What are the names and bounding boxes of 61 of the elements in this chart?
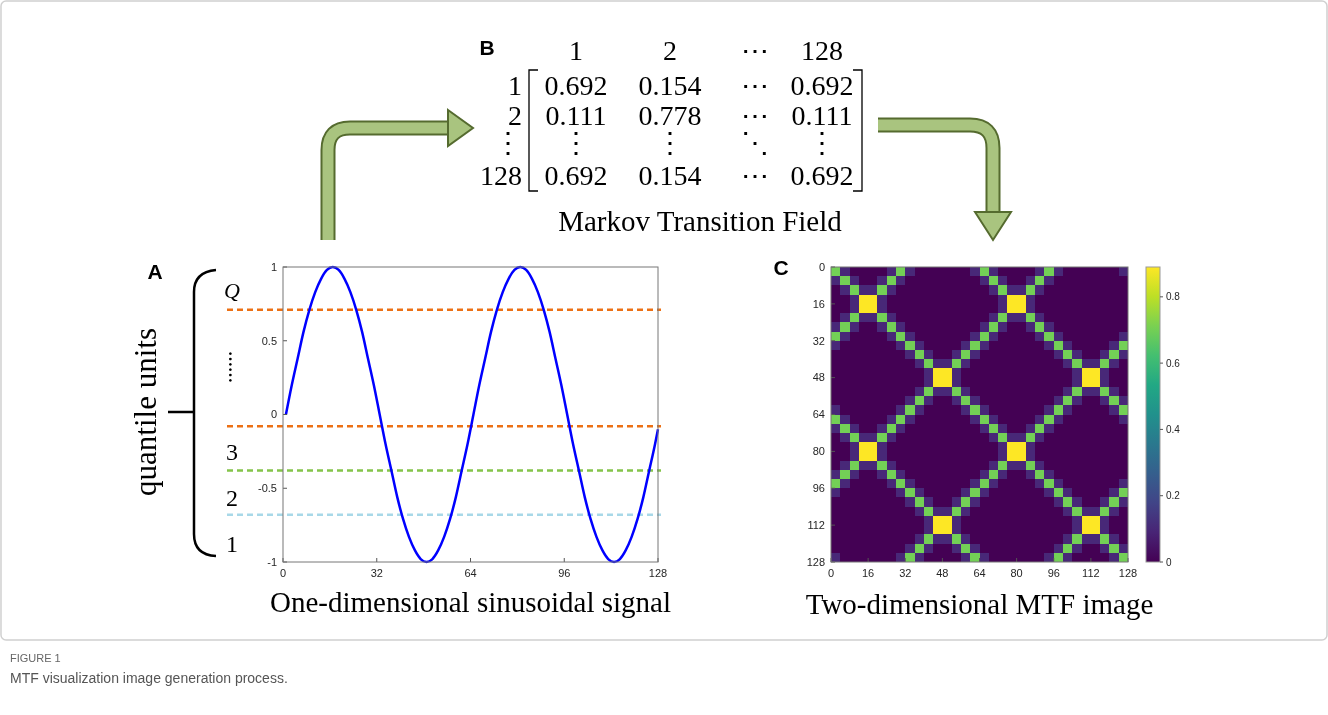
x-axis-title: Two-dimensional MTF image [805, 587, 1154, 620]
category-label: ⋯ [741, 35, 769, 66]
text: 0.692 [790, 70, 854, 101]
text: ⋯ [741, 70, 769, 101]
text: 0.692 [544, 70, 608, 101]
text: 1 [226, 531, 238, 557]
y-tick-label: 48 [812, 371, 825, 384]
text: 0.692 [790, 160, 854, 191]
color-bar-label: 0.6 [1166, 357, 1181, 369]
x-tick-label: 128 [648, 567, 668, 579]
x-tick-label: 64 [464, 567, 477, 579]
y-tick-label: 64 [812, 408, 825, 421]
x-tick-label: 80 [1010, 567, 1023, 579]
text: 0.692 [544, 160, 608, 191]
text: 2 [226, 485, 238, 511]
x-tick-label: 128 [1118, 567, 1138, 579]
x-tick-label: 48 [936, 567, 949, 579]
y-tick-label: 16 [812, 297, 825, 310]
y-tick-label: 0 [270, 408, 277, 421]
text: 0.154 [638, 160, 702, 191]
text: B [479, 36, 495, 59]
text: Q [224, 278, 241, 303]
y-tick-label: 80 [812, 445, 825, 458]
x-tick-label: 96 [1047, 567, 1060, 579]
y-tick-label: 96 [812, 482, 825, 495]
text: 0.154 [638, 70, 702, 101]
category-label: 1 [569, 35, 583, 66]
x-tick-label: 16 [862, 567, 875, 579]
y-tick-label: 0.5 [261, 334, 277, 347]
x-tick-label: 64 [973, 567, 986, 579]
text: 1 [508, 70, 522, 101]
text: A [147, 260, 163, 283]
category-label: 2 [663, 35, 677, 66]
y-tick-label: -0.5 [258, 482, 277, 495]
text: quantile units [128, 328, 164, 496]
y-tick-label: -1 [267, 555, 277, 568]
x-tick-label: 32 [899, 567, 912, 579]
text: ⋯ [741, 160, 769, 191]
text: MTF visualization image generation process. [10, 670, 288, 686]
x-tick-label: 0 [827, 567, 835, 579]
y-tick-label: 1 [270, 260, 277, 273]
color-bar-label: 0 [1166, 556, 1172, 568]
text: …… [226, 351, 244, 383]
color-bar-label: 0.4 [1166, 423, 1181, 435]
text: 3 [226, 439, 238, 465]
category-label: 128 [480, 160, 522, 191]
color-bar-label: 0.2 [1166, 490, 1181, 502]
y-tick-label: 0 [818, 260, 825, 273]
line-series [284, 265, 660, 564]
y-tick-label: 32 [812, 334, 825, 347]
x-tick-label: 112 [1082, 567, 1100, 579]
color-bar-label: 0.8 [1166, 291, 1181, 303]
caption: FIGURE 1 [10, 652, 61, 664]
text: C [773, 256, 789, 279]
y-tick-label: 128 [806, 555, 825, 568]
x-tick-label: 96 [558, 567, 571, 579]
text: Markov Transition Field [558, 205, 843, 237]
y-tick-label: 112 [807, 518, 825, 531]
x-axis-title: One-dimensional sinusoidal signal [269, 585, 672, 618]
x-tick-label: 32 [370, 567, 383, 579]
x-tick-label: 0 [279, 567, 287, 579]
